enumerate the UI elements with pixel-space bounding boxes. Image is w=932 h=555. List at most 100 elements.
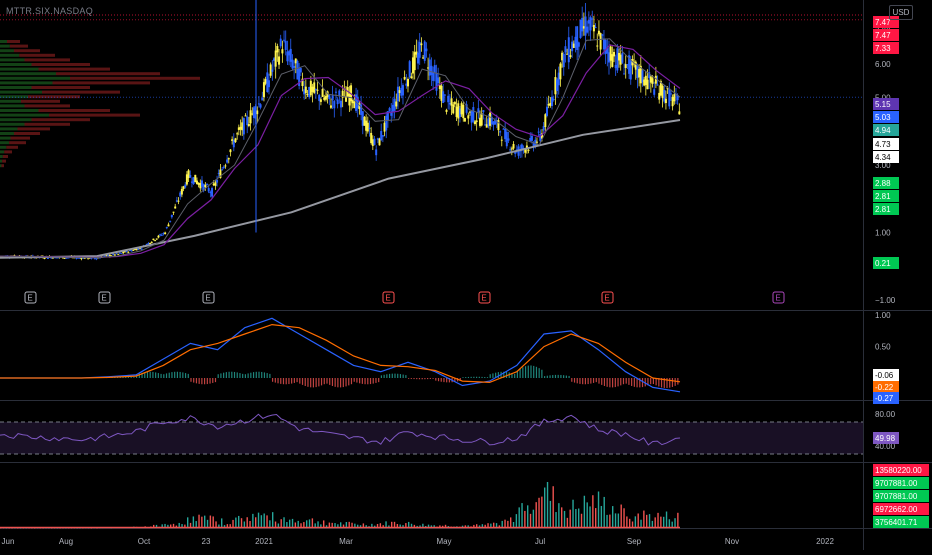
macd-histogram-bar [486,377,489,378]
currency-badge[interactable]: USD [889,5,913,20]
candle-body [425,48,428,52]
macd-histogram-bar [318,378,320,387]
candle-body [465,104,468,113]
macd-histogram-bar [612,378,614,388]
macd-histogram-bar [250,372,252,378]
volume-bar [249,521,251,528]
candle-body [80,258,83,260]
volume-bar [178,522,180,528]
candle-body [321,89,324,97]
candle-body [592,25,595,32]
volume-profile-up-bar [0,141,10,145]
candle-body [353,101,356,109]
candle-body [249,110,252,124]
candle-body [609,46,612,61]
macd-histogram-bar [356,378,358,383]
macd-histogram-bar [617,378,619,387]
volume-profile-down-bar [56,72,160,76]
candle-body [606,48,609,54]
candle-body [167,224,170,227]
candle-body [340,100,342,108]
volume-bar [674,518,676,528]
candle-body [216,179,219,183]
macd-value-box [873,369,899,381]
macd-histogram-bar [198,378,200,384]
volume-bar [308,519,311,528]
candle-body [530,135,533,141]
macd-histogram-bar [636,378,638,388]
candle-body [398,90,401,94]
price-tick-label: 3.00 [875,161,891,170]
candle-body [569,55,572,57]
volume-bar [572,499,574,528]
volume-bar [583,495,586,528]
volume-profile-down-bar [24,104,70,108]
candle-body [408,61,411,78]
candle-body [221,169,224,171]
candle-body [145,244,148,246]
volume-bar [260,515,263,528]
volume-bar [612,506,614,528]
candle-body [596,45,599,47]
candle-body [400,87,403,96]
volume-value-text: 13580220.00 [875,466,922,475]
macd-histogram-bar [609,378,611,388]
volume-profile-down-bar [7,40,20,43]
candle-body [380,130,383,140]
candle-body [296,60,299,80]
candle-body [482,110,485,113]
volume-profile-down-bar [1,164,4,168]
candle-body [262,82,265,98]
candle-body [324,96,327,100]
price-label-box [873,138,899,150]
volume-bar [215,521,217,528]
price-label-box [873,98,899,110]
volume-bar [657,512,659,528]
macd-histogram-bar [590,378,592,384]
candle-body [457,103,460,119]
candle-body [597,30,600,35]
candle-body [458,108,461,118]
candle-body [180,188,183,195]
macd-histogram-bar [217,374,219,378]
candle-body [147,243,150,245]
candle-body [582,26,585,29]
macd-histogram-bar [489,374,491,378]
volume-profile-down-bar [14,49,40,53]
candle-body [544,114,547,127]
macd-histogram-bar [573,378,576,383]
volume-bar [626,516,628,528]
candle-body [259,104,262,108]
macd-histogram-bar [342,378,344,388]
candle-body [395,101,398,107]
macd-histogram-bar [587,378,589,385]
macd-histogram-bar [291,378,293,384]
macd-histogram-bar [522,367,524,378]
volume-value-box [873,503,929,515]
volume-bar [184,524,186,528]
candle-body [172,211,175,213]
macd-histogram-bar [579,378,581,384]
macd-histogram-bar [247,373,249,378]
candle-body [475,120,478,123]
macd-histogram-bar [152,371,154,378]
candle-body [480,113,483,126]
macd-histogram-bar [413,378,415,380]
volume-profile [0,40,200,168]
volume-bar [334,523,336,528]
volume-profile-up-bar [0,118,32,122]
volume-bar [238,515,240,528]
candle-body [313,82,316,93]
signal-line [0,323,681,384]
candle-body [628,55,631,74]
candle-body [584,16,587,36]
volume-bar [266,515,268,528]
volume-bar [575,508,577,528]
macd-histogram-bar [644,378,646,387]
volume-bar [277,523,280,528]
macd-histogram-bar [206,378,208,385]
volume-bar [340,522,342,528]
